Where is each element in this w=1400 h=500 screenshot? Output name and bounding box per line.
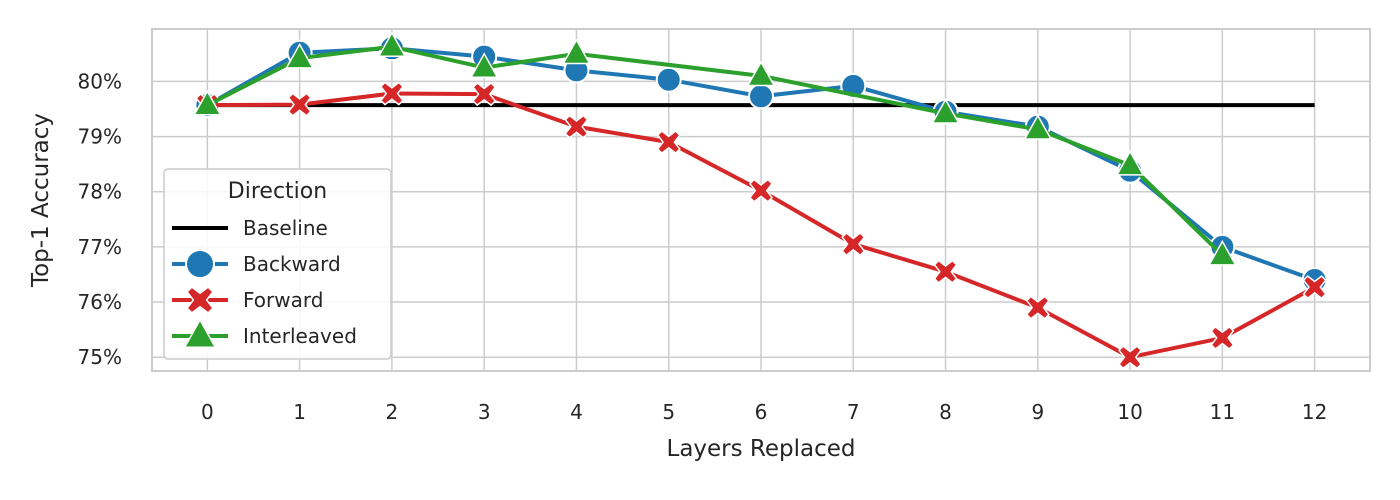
x-tick-label: 2 (386, 400, 399, 424)
data-point-forward (472, 82, 497, 107)
data-point-interleaved (377, 31, 407, 58)
x-tick-label: 7 (847, 400, 860, 424)
y-tick-label: 75% (78, 345, 122, 369)
data-point-forward (1210, 325, 1235, 350)
series-interleaved (192, 31, 1237, 266)
x-tick-label: 1 (293, 400, 306, 424)
series-forward (195, 81, 1327, 370)
x-tick-label: 12 (1302, 400, 1327, 424)
x-tick-label: 4 (570, 400, 583, 424)
plot-frame (151, 28, 1371, 372)
y-tick-label: 78% (78, 180, 122, 204)
data-point-forward (1118, 345, 1143, 370)
legend-item-backward: Backward (172, 249, 341, 279)
data-point-backward (655, 66, 682, 93)
legend-label-backward: Backward (243, 252, 341, 276)
legend-box (163, 168, 392, 360)
y-tick-label: 76% (78, 290, 122, 314)
data-point-forward (287, 92, 312, 117)
data-point-interleaved (469, 52, 499, 79)
legend: Direction Baseline Backward Forward Interle… (163, 168, 392, 360)
data-point-interleaved (746, 60, 776, 87)
y-tick-label: 79% (78, 125, 122, 149)
data-point-forward (841, 232, 866, 257)
legend-item-forward: Forward (172, 286, 323, 314)
x-tick-label: 10 (1117, 400, 1142, 424)
legend-label-interleaved: Interleaved (243, 324, 357, 348)
data-point-interleaved (192, 89, 222, 116)
data-point-forward (1302, 275, 1327, 300)
legend-label-baseline: Baseline (243, 216, 328, 240)
data-point-interleaved (931, 98, 960, 124)
data-point-forward (379, 81, 404, 106)
legend-items: Baseline Backward Forward Interleaved (172, 216, 357, 349)
x-tick-label: 3 (478, 400, 491, 424)
data-point-backward (748, 83, 774, 110)
y-tick-label: 80% (78, 69, 122, 93)
data-point-forward (564, 114, 589, 139)
data-point-interleaved (1207, 239, 1237, 266)
legend-marker-forward (186, 286, 214, 314)
legend-item-interleaved: Interleaved (172, 318, 357, 349)
legend-marker-interleaved (183, 318, 217, 349)
legend-marker-backward (185, 249, 215, 279)
data-point-interleaved (285, 42, 315, 69)
x-tick-label: 0 (201, 400, 214, 424)
data-point-interleaved (1023, 114, 1053, 140)
x-tick-label: 8 (939, 400, 952, 424)
x-tick-label: 5 (662, 400, 675, 424)
data-point-forward (933, 259, 958, 284)
data-point-interleaved (1115, 149, 1145, 176)
legend-title: Direction (228, 179, 327, 204)
x-tick-label: 9 (1031, 400, 1044, 424)
x-axis-label: Layers Replaced (667, 436, 856, 462)
x-tick-label: 11 (1210, 400, 1235, 424)
y-axis-label: Top-1 Accuracy (28, 113, 54, 288)
series-layer (192, 31, 1328, 370)
data-point-interleaved (562, 38, 591, 65)
data-point-forward (1025, 295, 1050, 320)
legend-label-forward: Forward (243, 288, 323, 312)
legend-item-baseline: Baseline (172, 216, 328, 240)
data-point-forward (748, 178, 774, 203)
y-tick-label: 77% (78, 235, 122, 259)
x-tick-label: 6 (755, 400, 768, 424)
data-point-forward (656, 130, 681, 155)
series-line-interleaved (206, 44, 1224, 257)
